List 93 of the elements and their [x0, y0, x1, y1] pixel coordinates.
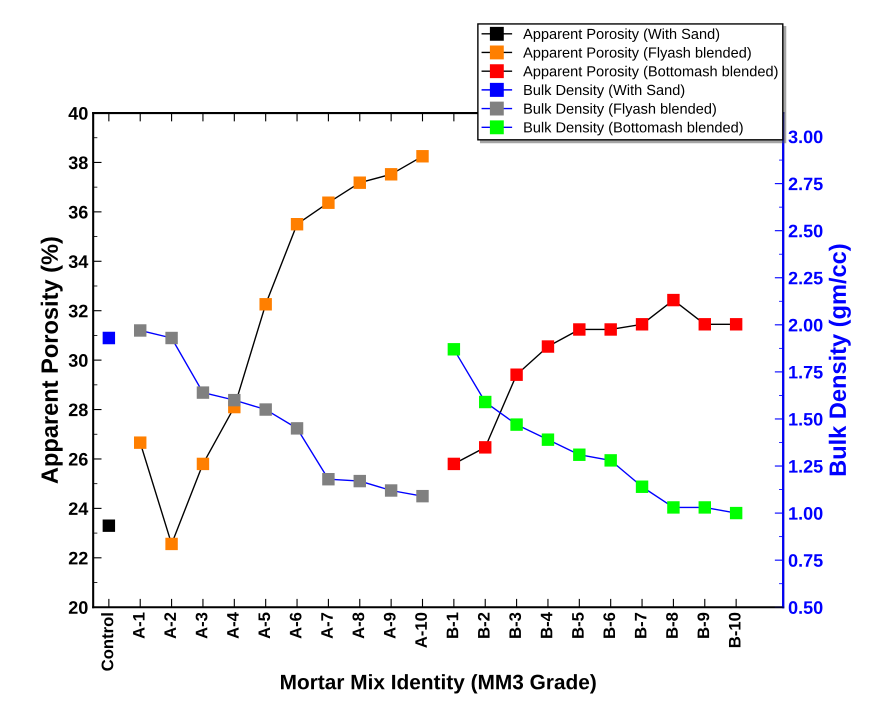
point [134, 324, 146, 337]
y-axis-title: Apparent Porosity (%) [40, 237, 63, 484]
legend-label: Bulk Density (With Sand) [524, 84, 684, 98]
point [134, 436, 146, 449]
point [416, 150, 429, 162]
legend-label: Bulk Density (Bottomash blended) [524, 122, 743, 136]
x-tick-label: B-8 [666, 612, 678, 638]
point [510, 418, 523, 431]
point [636, 318, 648, 331]
legend-label: Apparent Porosity (Flyash blended) [523, 47, 751, 61]
point [322, 472, 335, 486]
x-tick-label: B-6 [603, 612, 616, 638]
x-tick-label: A-8 [352, 612, 364, 639]
x-tick-label: A-4 [227, 612, 239, 639]
point [448, 458, 460, 470]
y-tick-label: 28 [68, 403, 88, 416]
x-tick-label: B-4 [540, 612, 552, 638]
point [384, 484, 398, 497]
point [290, 218, 304, 230]
point [165, 538, 178, 550]
point [416, 490, 429, 502]
legend-label: Apparent Porosity (With Sand) [523, 28, 720, 42]
y2-tick-label: 2.50 [788, 224, 822, 238]
point [259, 403, 272, 416]
point [698, 501, 711, 514]
point [698, 318, 711, 331]
point [573, 323, 586, 336]
point [384, 168, 398, 181]
y2-axis-title: Bulk Density (gm/cc) [828, 244, 851, 476]
point [730, 506, 742, 520]
x-tick-label: B-5 [572, 612, 584, 638]
point [730, 318, 742, 331]
point [542, 433, 554, 446]
point [479, 441, 492, 454]
y-tick-label: 24 [68, 502, 88, 515]
point [102, 519, 116, 532]
y-tick-label: 22 [68, 552, 88, 564]
x-tick-label: A-6 [290, 612, 302, 639]
point [448, 343, 460, 356]
y2-tick-label: 0.50 [788, 601, 822, 614]
x-tick-label: A-1 [133, 612, 145, 639]
x-tick-label: A-2 [164, 612, 176, 639]
x-tick-label: Control [101, 613, 114, 671]
x-tick-label: B-9 [697, 612, 710, 638]
point [604, 323, 617, 336]
point [196, 458, 210, 470]
x-tick-label: B-10 [728, 612, 741, 648]
y-tick-label: 20 [68, 601, 88, 614]
point [165, 332, 178, 344]
y-tick-label: 34 [68, 255, 88, 268]
legend-label: Bulk Density (Flyash blended) [524, 103, 716, 117]
point [667, 501, 680, 514]
y2-tick-label: 2.25 [788, 272, 823, 284]
y2-tick-label: 3.00 [788, 130, 822, 144]
y2-tick-label: 2.00 [788, 318, 822, 332]
y-tick-label: 26 [68, 452, 88, 466]
y2-tick-label: 1.75 [789, 366, 823, 379]
point [259, 298, 272, 310]
point [228, 394, 241, 406]
x-tick-label: B-7 [634, 612, 646, 638]
x-tick-label: B-3 [509, 612, 522, 638]
point [636, 480, 648, 493]
point [604, 454, 617, 467]
point [479, 396, 492, 408]
x-tick-label: A-9 [384, 612, 396, 639]
point [573, 448, 586, 461]
y-tick-label: 38 [68, 156, 88, 170]
x-tick-label: A-3 [196, 612, 208, 639]
y-tick-label: 32 [68, 304, 88, 318]
point [196, 386, 210, 399]
y-tick-label: 40 [68, 106, 88, 120]
y2-tick-label: 1.25 [789, 460, 823, 473]
point [667, 294, 680, 306]
x-tick-label: B-2 [478, 612, 490, 638]
x-tick-label: A-7 [321, 612, 333, 639]
y2-tick-label: 1.00 [789, 507, 822, 520]
y2-tick-label: 2.75 [788, 178, 823, 190]
point [510, 368, 523, 381]
x-tick-label: A-10 [415, 612, 427, 648]
y-tick-label: 30 [68, 354, 88, 367]
point [102, 332, 116, 344]
point [290, 422, 304, 435]
point [322, 196, 335, 209]
point [542, 340, 554, 353]
y2-tick-label: 0.75 [788, 554, 823, 567]
point [354, 474, 366, 488]
y-tick-label: 36 [68, 206, 88, 219]
x-axis-title: Mortar Mix Identity (MM3 Grade) [281, 674, 596, 694]
x-tick-label: B-1 [446, 612, 458, 638]
point [354, 176, 366, 189]
y2-tick-label: 1.50 [789, 412, 822, 426]
x-tick-label: A-5 [258, 612, 270, 639]
legend-label: Apparent Porosity (Bottomash blended) [523, 66, 778, 80]
